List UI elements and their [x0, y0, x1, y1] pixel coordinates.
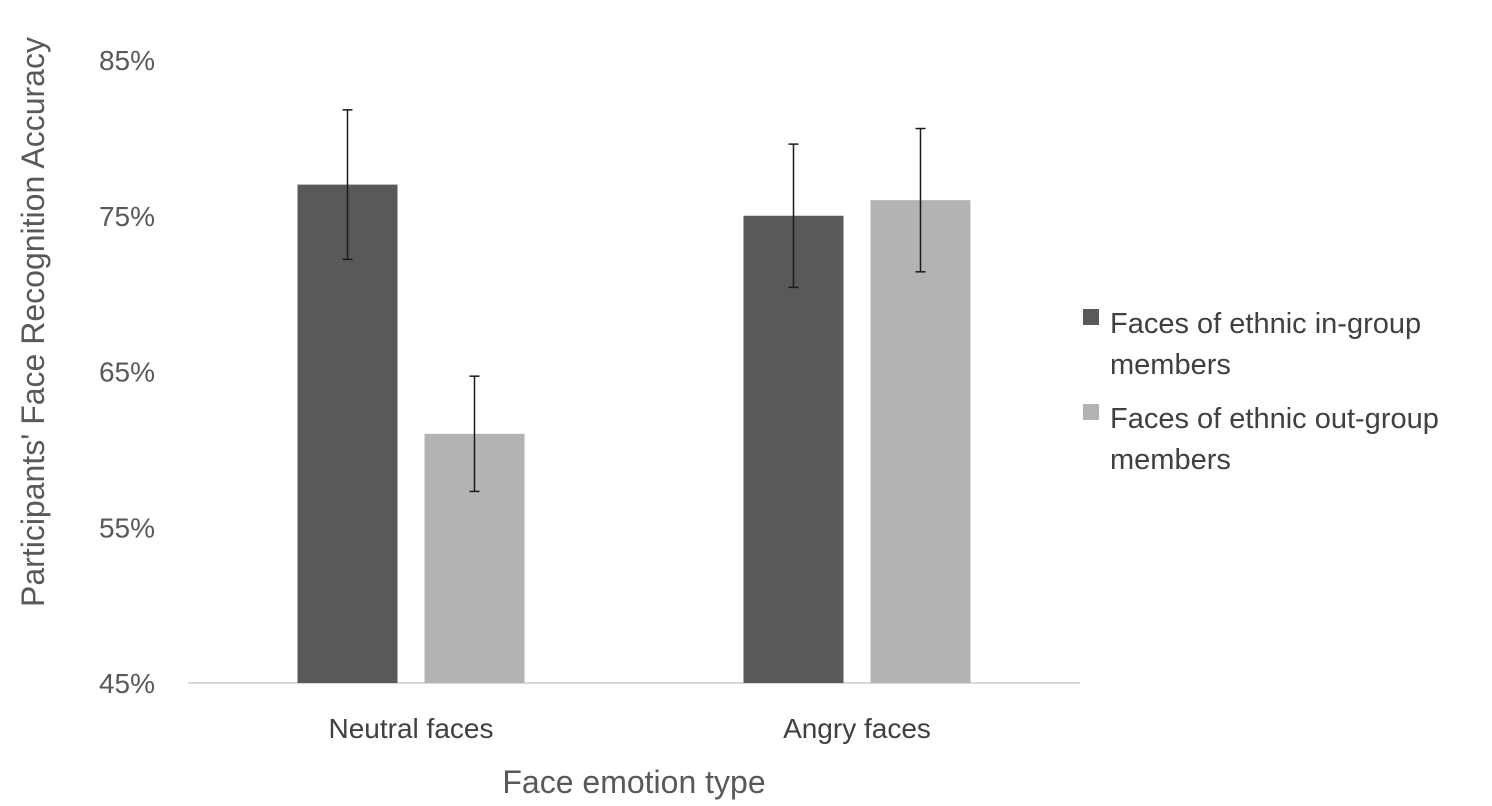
legend-label: Faces of ethnic out-group: [1110, 403, 1439, 435]
y-axis-ticks: 85% 75% 65% 55% 45%: [99, 45, 155, 699]
x-axis-title: Face emotion type: [502, 764, 765, 800]
bars: [297, 109, 971, 684]
legend-label: members: [1110, 444, 1231, 476]
legend-label: members: [1110, 349, 1231, 381]
y-tick-label: 45%: [99, 668, 155, 699]
bar-out-group-angry-faces: [870, 200, 971, 684]
legend-swatch: [1083, 404, 1099, 420]
x-tick-label: Angry faces: [783, 713, 931, 744]
legend: Faces of ethnic in-group members Faces of …: [1083, 308, 1439, 476]
category-labels: Neutral faces Angry faces: [329, 713, 931, 744]
bar-in-group-neutral-faces: [297, 184, 398, 683]
y-tick-label: 85%: [99, 45, 155, 76]
x-tick-label: Neutral faces: [329, 713, 494, 744]
y-tick-label: 55%: [99, 512, 155, 543]
y-axis-title: Participants' Face Recognition Accuracy: [15, 37, 51, 607]
legend-label: Faces of ethnic in-group: [1110, 308, 1421, 340]
bar-in-group-angry-faces: [743, 215, 844, 683]
legend-swatch: [1083, 309, 1099, 325]
y-tick-label: 75%: [99, 201, 155, 232]
y-tick-label: 65%: [99, 357, 155, 388]
